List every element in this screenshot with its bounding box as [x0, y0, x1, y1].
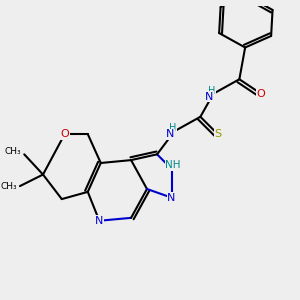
Text: NH: NH: [165, 160, 181, 170]
Text: S: S: [214, 129, 221, 139]
Text: H: H: [169, 123, 177, 133]
Text: H: H: [208, 86, 216, 96]
Text: N: N: [95, 216, 103, 226]
Text: N: N: [205, 92, 213, 102]
Text: O: O: [256, 89, 266, 99]
Text: N: N: [167, 193, 176, 202]
Text: N: N: [166, 129, 174, 139]
Text: CH₃: CH₃: [0, 182, 17, 190]
Text: CH₃: CH₃: [5, 147, 21, 156]
Text: O: O: [60, 129, 69, 139]
